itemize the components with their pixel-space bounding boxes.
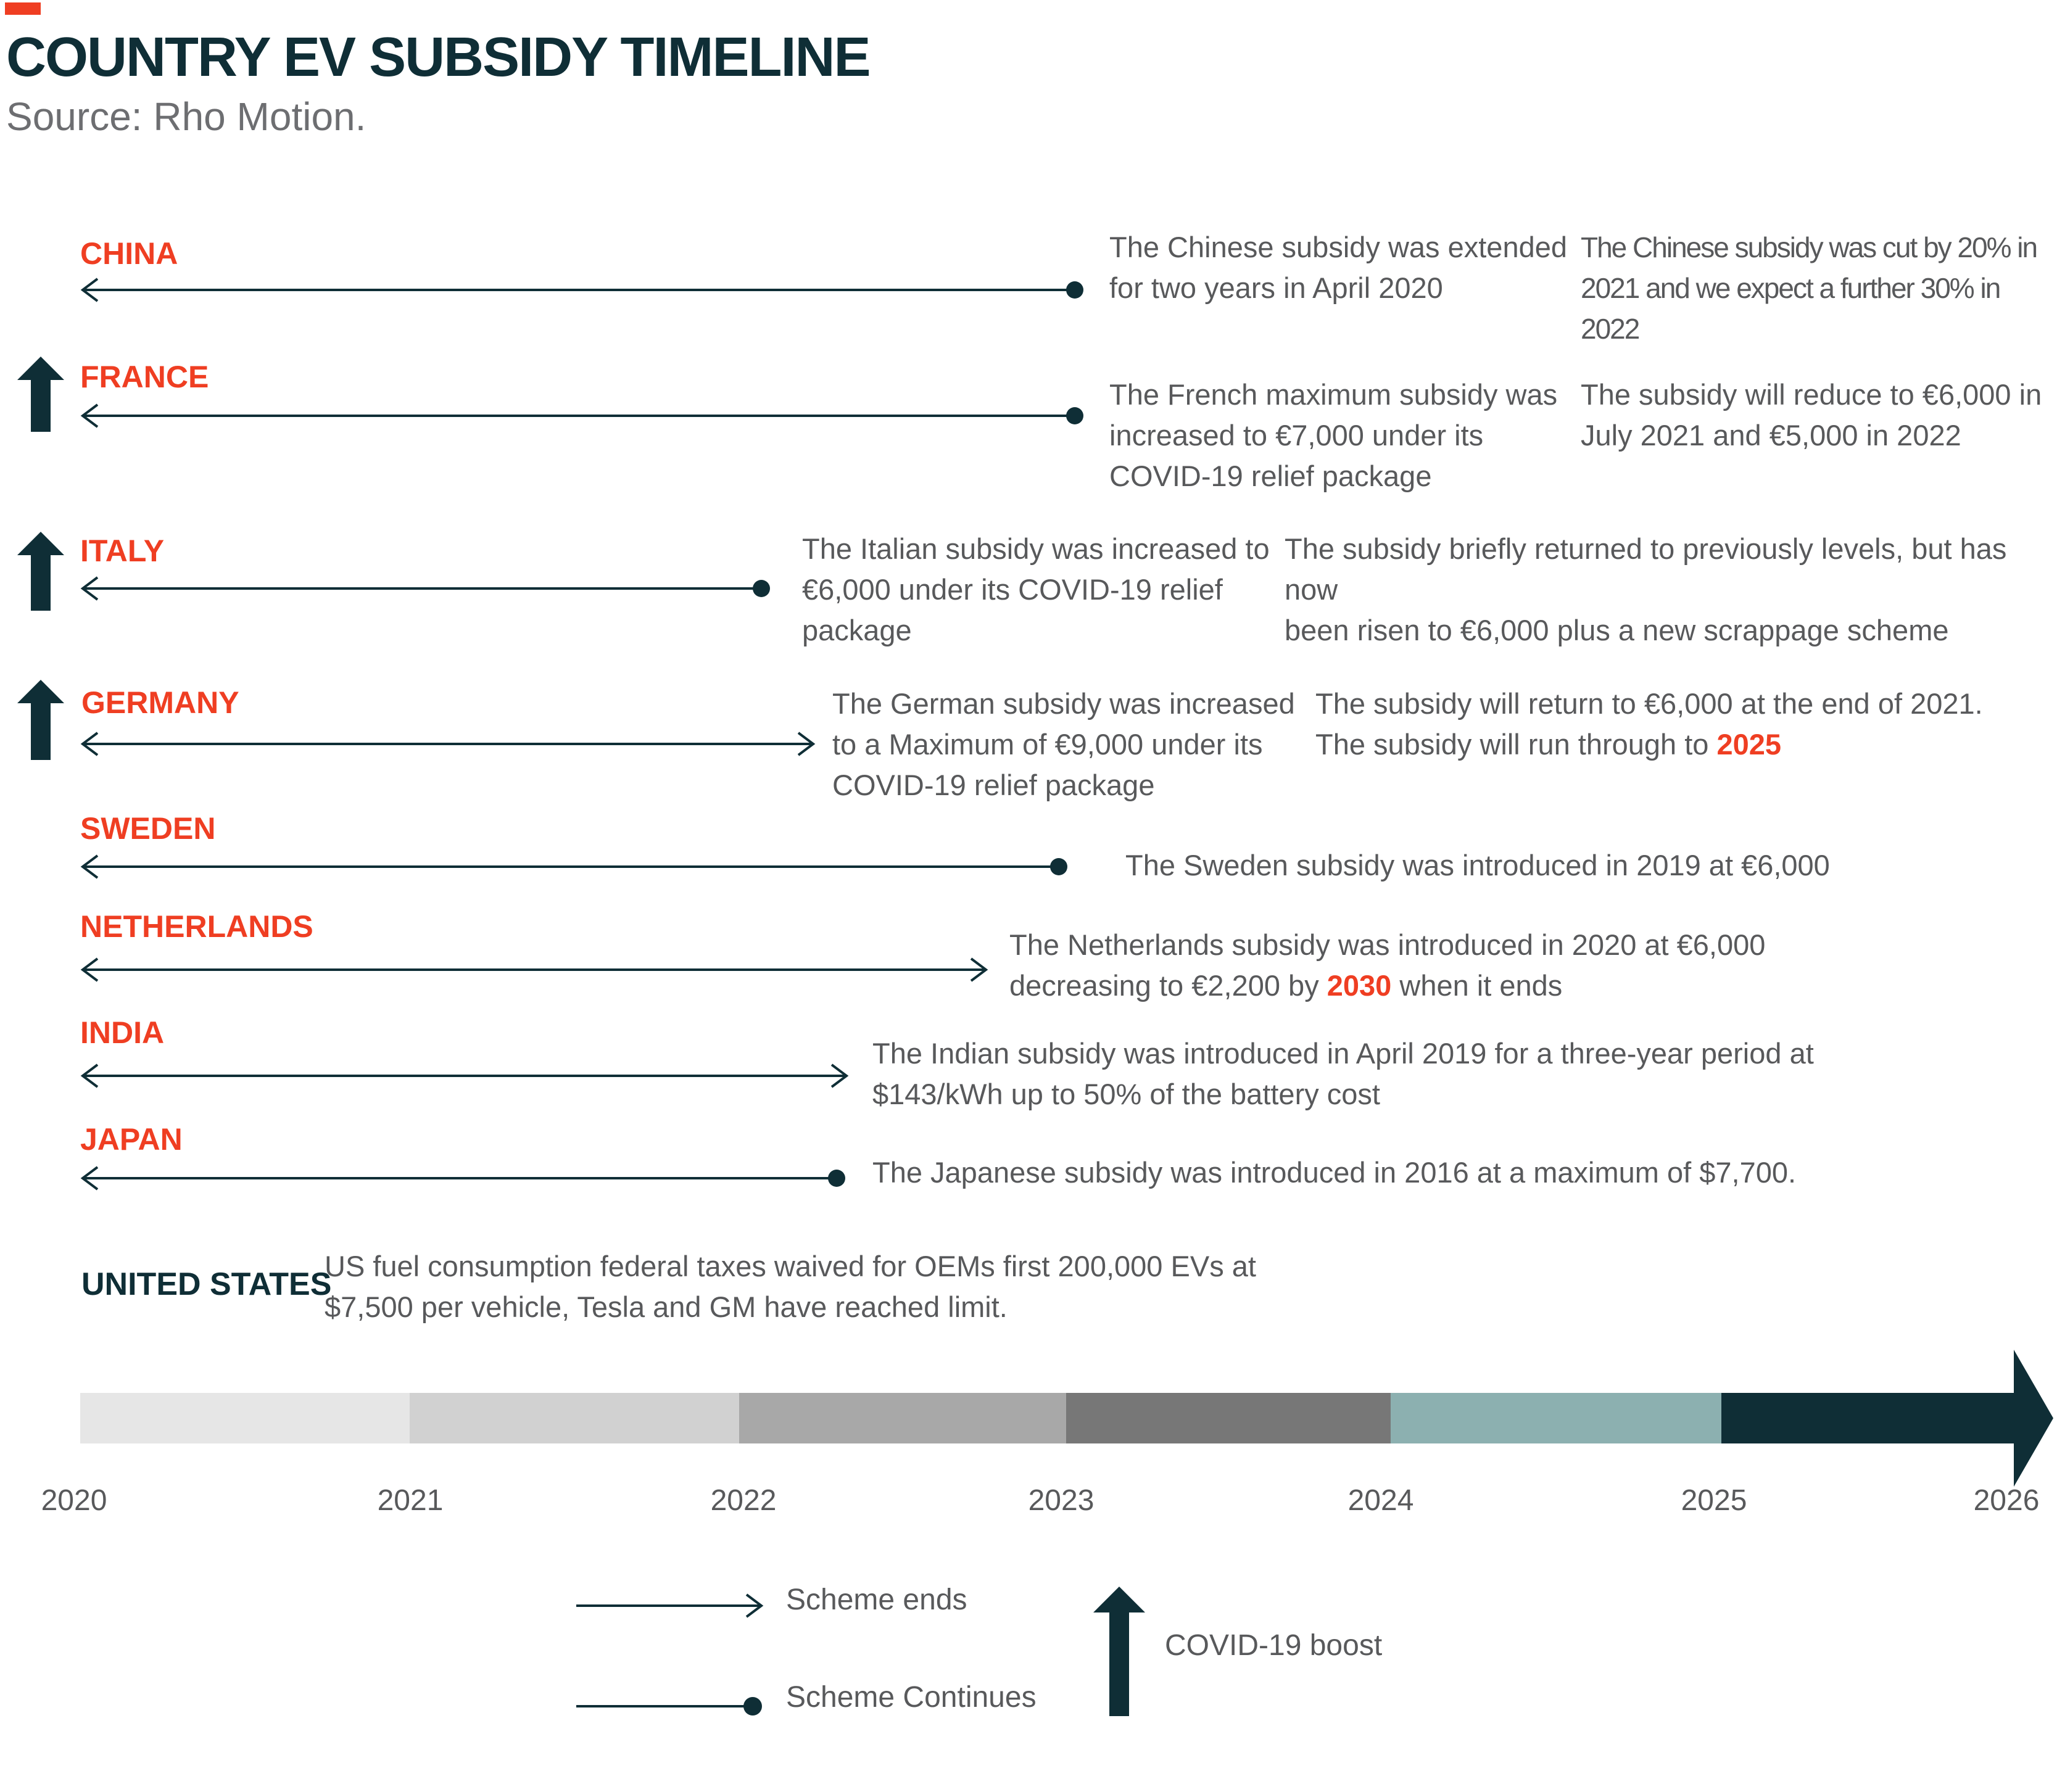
- country-label-netherlands: NETHERLANDS: [80, 909, 313, 944]
- france-note-2: The subsidy will reduce to €6,000 in Jul…: [1581, 378, 2042, 452]
- italy-line: [80, 576, 770, 601]
- germany-note-1: The German subsidy was increased to a Ma…: [832, 687, 1295, 801]
- germany-note-2-text: The subsidy will return to €6,000 at the…: [1315, 687, 1983, 761]
- year-label-2022: 2022: [710, 1484, 777, 1517]
- accent-bar: [5, 2, 41, 15]
- france-line: [80, 403, 1083, 428]
- netherlands-note-tail: when it ends: [1391, 969, 1563, 1002]
- legend-covid-boost-icon: [1093, 1587, 1145, 1716]
- india-line: [80, 1063, 849, 1088]
- netherlands-note-text: The Netherlands subsidy was introduced i…: [1009, 928, 1766, 1002]
- timeline-segment-2020: [80, 1393, 410, 1443]
- covid-boost-icon-france: [17, 357, 64, 432]
- netherlands-note-1: The Netherlands subsidy was introduced i…: [1009, 925, 1765, 1006]
- year-label-2023: 2023: [1028, 1484, 1095, 1517]
- covid-boost-icon-italy: [17, 532, 64, 611]
- year-label-2021: 2021: [377, 1484, 444, 1517]
- germany-note-2: The subsidy will return to €6,000 at the…: [1315, 683, 1983, 765]
- timeline-segment-2023: [1066, 1393, 1391, 1443]
- japan-line: [80, 1166, 845, 1191]
- germany-highlight-year: 2025: [1716, 728, 1782, 761]
- country-label-germany: GERMANY: [81, 685, 239, 720]
- china-note-2: The Chinese subsidy was cut by 20% in 20…: [1581, 231, 2038, 345]
- timeline-segment-2024: [1391, 1393, 1721, 1443]
- country-label-france: FRANCE: [80, 360, 209, 394]
- covid-boost-icon-germany: [17, 680, 64, 760]
- legend-label-covid-boost: COVID-19 boost: [1165, 1629, 1383, 1662]
- timeline-segment-2021: [410, 1393, 739, 1443]
- us-note: US fuel consumption federal taxes waived…: [325, 1250, 1256, 1323]
- year-label-2025: 2025: [1681, 1484, 1747, 1517]
- legend-label-scheme-continues: Scheme Continues: [786, 1681, 1037, 1714]
- india-note-1: The Indian subsidy was introduced in Apr…: [872, 1037, 1814, 1110]
- year-label-2026: 2026: [1973, 1484, 2040, 1517]
- legend-label-scheme-ends: Scheme ends: [786, 1583, 967, 1616]
- year-label-2020: 2020: [41, 1484, 107, 1517]
- china-note-1: The Chinese subsidy was extended for two…: [1109, 231, 1567, 304]
- us-label: UNITED STATES: [81, 1266, 332, 1302]
- country-label-italy: ITALY: [80, 534, 165, 568]
- sweden-note-1: The Sweden subsidy was introduced in 201…: [1125, 849, 1830, 882]
- france-note-1: The French maximum subsidy was increased…: [1109, 378, 1558, 492]
- italy-note-1: The Italian subsidy was increased to €6,…: [802, 532, 1270, 646]
- legend-scheme-ends-icon: [576, 1593, 764, 1618]
- japan-note-1: The Japanese subsidy was introduced in 2…: [872, 1156, 1797, 1189]
- germany-line: [80, 732, 816, 756]
- country-label-japan: JAPAN: [80, 1122, 183, 1157]
- timeline-segment-2025-arrow: [1721, 1350, 2053, 1487]
- timeline-segment-2022: [739, 1393, 1066, 1443]
- page-title: COUNTRY EV SUBSIDY TIMELINE: [6, 27, 871, 88]
- legend-scheme-continues-icon: [576, 1697, 762, 1716]
- country-label-china: CHINA: [80, 236, 178, 271]
- italy-note-2: The subsidy briefly returned to previous…: [1285, 532, 2007, 646]
- source-note: Source: Rho Motion.: [6, 94, 366, 139]
- sweden-line: [80, 854, 1067, 879]
- netherlands-line: [80, 957, 988, 982]
- timeline-bar: [80, 1350, 2053, 1487]
- china-line: [80, 278, 1083, 302]
- year-label-2024: 2024: [1347, 1484, 1414, 1517]
- country-label-india: INDIA: [80, 1015, 165, 1050]
- country-label-sweden: SWEDEN: [80, 811, 216, 846]
- netherlands-highlight-year: 2030: [1326, 969, 1392, 1002]
